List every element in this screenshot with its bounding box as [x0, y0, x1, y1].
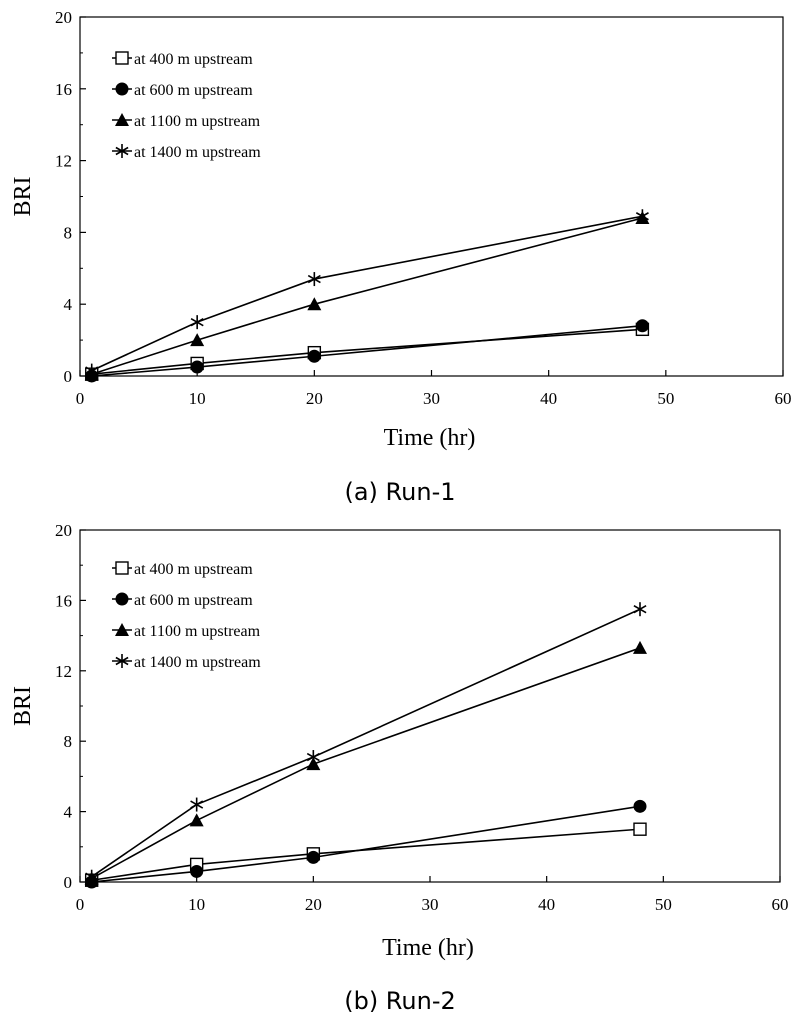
legend-marker	[115, 82, 129, 96]
legend-item: at 1100 m upstream	[112, 623, 261, 640]
data-point	[307, 297, 322, 311]
x-tick-label: 0	[76, 389, 85, 408]
legend-item: at 600 m upstream	[112, 592, 253, 609]
y-tick-label: 8	[64, 223, 73, 242]
x-tick-label: 0	[76, 895, 85, 914]
x-tick-label: 20	[306, 389, 323, 408]
data-point	[635, 209, 649, 224]
legend: at 400 m upstream at 600 m upstream at 110…	[112, 561, 261, 671]
data-point	[190, 797, 204, 812]
y-axis-title: BRI	[10, 686, 36, 726]
series-4	[85, 602, 647, 884]
data-point	[633, 640, 647, 654]
y-tick-label: 12	[55, 152, 72, 171]
series-3	[84, 211, 650, 381]
chart-panel-1: 0 4 8 12 16 20 0 10 20 30 40 50 60 Time (hr) BRI at 400…	[10, 8, 792, 451]
legend-item: at 400 m upstream	[112, 51, 253, 68]
data-point	[190, 333, 205, 347]
data-point	[306, 850, 320, 864]
chart-caption: (b) Run-2	[344, 987, 456, 1015]
x-axis-title: Time (hr)	[384, 425, 476, 451]
data-point	[306, 750, 320, 765]
legend-item: at 1400 m upstream	[112, 654, 261, 671]
legend-label: at 1400 m upstream	[134, 654, 261, 671]
data-point	[633, 822, 647, 836]
y-tick-label: 8	[64, 732, 73, 751]
series-line	[91, 647, 641, 880]
legend-marker	[115, 561, 129, 575]
data-point	[307, 349, 321, 363]
chart-caption: (a) Run-1	[344, 478, 455, 506]
x-tick-label: 40	[538, 895, 555, 914]
series-1	[84, 822, 647, 887]
x-axis-title: Time (hr)	[382, 935, 474, 961]
data-point	[190, 864, 204, 878]
series-line	[91, 217, 643, 375]
series-4	[85, 209, 649, 378]
y-tick-label: 0	[64, 367, 73, 386]
x-tick-label: 20	[305, 895, 322, 914]
legend-item: at 1400 m upstream	[112, 144, 261, 161]
legend-label: at 1100 m upstream	[134, 113, 261, 130]
plot-area	[79, 529, 781, 883]
data-point	[190, 360, 204, 374]
legend-marker	[115, 144, 129, 158]
legend-label: at 600 m upstream	[134, 592, 253, 609]
y-tick-label: 16	[55, 80, 72, 99]
series-line	[91, 215, 643, 372]
legend-marker	[115, 592, 129, 606]
y-tick-label: 20	[55, 8, 72, 27]
legend-marker	[115, 654, 129, 668]
plot-area	[79, 16, 784, 377]
data-point	[189, 813, 204, 827]
legend-item: at 400 m upstream	[112, 561, 253, 578]
series-2	[85, 319, 649, 383]
data-point	[190, 315, 204, 330]
data-point	[85, 869, 99, 884]
series-line	[91, 608, 641, 878]
y-axis-title: BRI	[10, 176, 36, 216]
data-point	[633, 799, 647, 813]
data-point	[85, 363, 99, 378]
data-point	[635, 319, 649, 333]
x-tick-label: 40	[540, 389, 557, 408]
legend-marker	[115, 51, 129, 65]
data-point	[307, 272, 321, 287]
chart-panel-2: 0 4 8 12 16 20 0 10 20 30 40 50 60 Time (hr) BRI at 400…	[10, 521, 789, 961]
x-tick-label: 30	[423, 389, 440, 408]
series-line	[91, 828, 641, 882]
legend-label: at 400 m upstream	[134, 561, 253, 578]
series-line	[91, 324, 643, 377]
x-tick-label: 50	[657, 389, 674, 408]
series-line	[91, 805, 641, 883]
legend: at 400 m upstream at 600 m upstream at 110…	[112, 51, 261, 161]
series-3	[84, 640, 647, 885]
legend-label: at 400 m upstream	[134, 51, 253, 68]
data-point	[633, 602, 647, 617]
legend-marker	[115, 113, 129, 126]
legend-item: at 600 m upstream	[112, 82, 253, 99]
x-tick-label: 10	[189, 389, 206, 408]
y-tick-label: 0	[64, 873, 73, 892]
x-tick-label: 60	[772, 895, 789, 914]
x-tick-label: 10	[188, 895, 205, 914]
legend-label: at 1400 m upstream	[134, 144, 261, 161]
y-tick-label: 20	[55, 521, 72, 540]
x-tick-label: 50	[655, 895, 672, 914]
y-tick-label: 12	[55, 662, 72, 681]
y-tick-label: 4	[64, 803, 73, 822]
x-tick-label: 30	[422, 895, 439, 914]
legend-item: at 1100 m upstream	[112, 113, 261, 130]
legend-label: at 1100 m upstream	[134, 623, 261, 640]
y-tick-label: 4	[64, 295, 73, 314]
y-tick-label: 16	[55, 591, 72, 610]
x-tick-label: 60	[775, 389, 792, 408]
legend-marker	[115, 623, 129, 636]
series-2	[85, 799, 647, 889]
legend-label: at 600 m upstream	[134, 82, 253, 99]
